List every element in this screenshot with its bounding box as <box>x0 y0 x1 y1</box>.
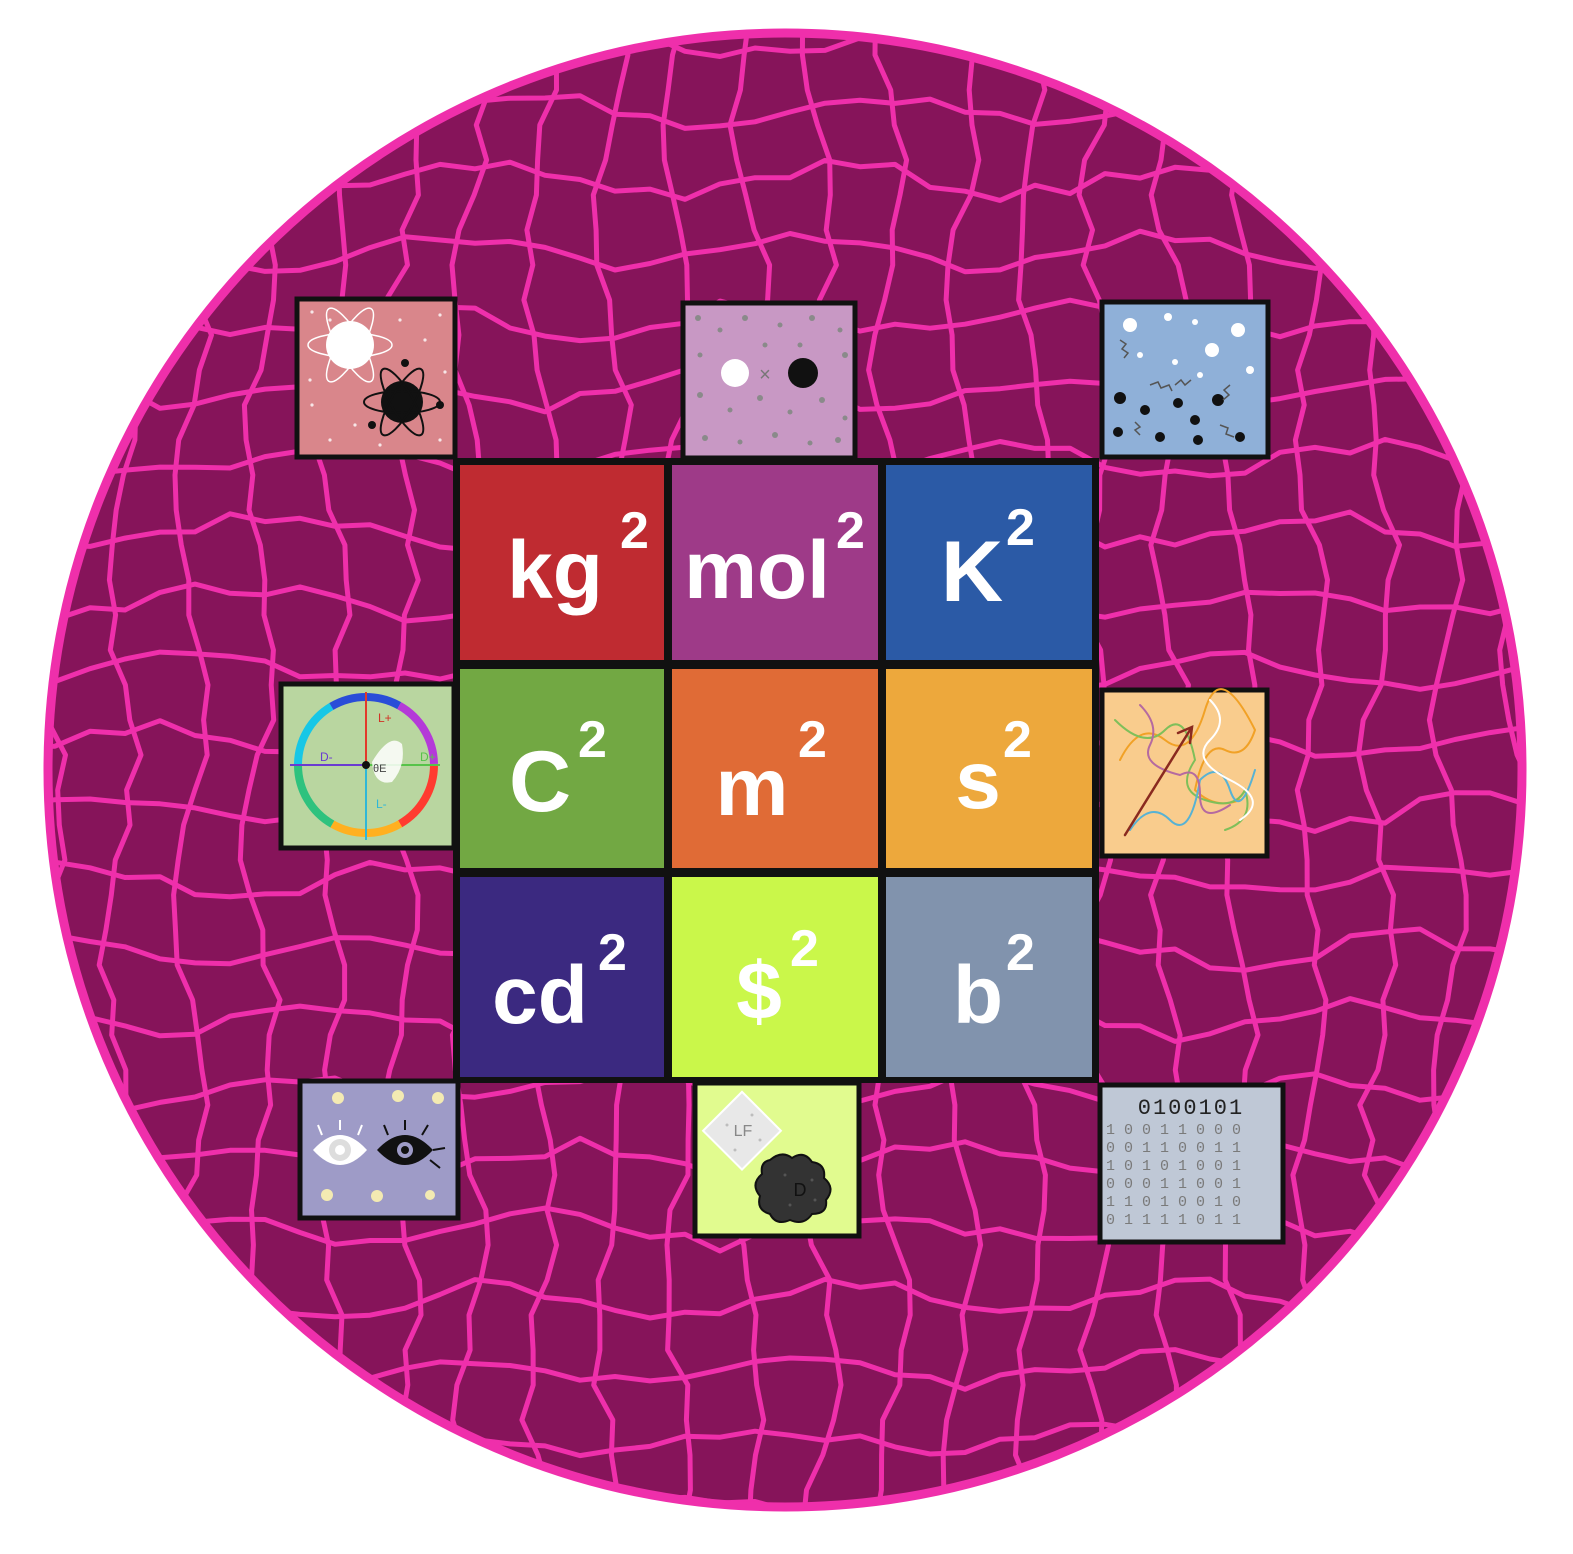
tile-kg-squared: kg 2 <box>456 461 668 664</box>
svg-text:×: × <box>759 364 771 386</box>
binary-texture-row: 0 0 0 1 1 0 0 1 <box>1106 1176 1241 1193</box>
svg-text:b: b <box>953 950 1003 1041</box>
svg-text:m: m <box>716 742 789 833</box>
tile-cd-squared: cd 2 <box>456 873 668 1081</box>
atoms-thumbnail <box>294 296 458 460</box>
color-wheel-label-lminus: L- <box>376 797 387 811</box>
atom-pair-icon <box>307 307 447 447</box>
svg-text:$: $ <box>736 946 782 1037</box>
color-wheel-label-lplus: L+ <box>378 711 392 725</box>
color-wheel-label-dplus: D+ <box>420 750 436 764</box>
light-blob-label: LF <box>734 1123 753 1140</box>
tile-base: s <box>955 735 1001 826</box>
gas-particles-icon <box>1113 313 1254 445</box>
tile-exponent: 2 <box>790 920 819 978</box>
color-wheel-icon: L+ L- D- D+ θE <box>290 692 440 840</box>
binary-thumbnail: 0100101 1 0 0 1 1 0 0 00 0 1 1 0 0 1 11 … <box>1097 1082 1286 1245</box>
tile-exponent: 2 <box>598 924 627 982</box>
tile-mol-squared: mol 2 <box>668 461 882 664</box>
molecules-thumbnail: × <box>680 300 858 461</box>
color-wheel-thumbnail: L+ L- D- D+ θE <box>278 681 457 851</box>
svg-text:mol: mol <box>684 525 830 616</box>
svg-text:2: 2 <box>1006 924 1035 982</box>
svg-text:K: K <box>941 524 1003 620</box>
tile-b-squared: b 2 <box>882 873 1096 1081</box>
tile-base: kg <box>507 525 603 616</box>
svg-text:s: s <box>955 735 1001 826</box>
tile-base: mol <box>684 525 830 616</box>
color-wheel-label-theta: θE <box>373 763 386 775</box>
svg-text:C: C <box>509 734 571 830</box>
svg-text:2: 2 <box>798 711 827 769</box>
eyes-icon <box>313 1090 446 1202</box>
tile-base: m <box>716 742 789 833</box>
svg-text:2: 2 <box>790 920 819 978</box>
gas-thumbnail <box>1099 299 1271 460</box>
tile-K-squared: K 2 <box>882 461 1096 664</box>
units-grid: kg 2 mol 2 K 2 <box>453 458 1099 1083</box>
tile-base: $ <box>736 946 782 1037</box>
tile-dollar-squared: $ 2 <box>668 873 882 1081</box>
binary-header-label: 0100101 <box>1138 1096 1244 1121</box>
tile-exponent: 2 <box>1006 924 1035 982</box>
binary-texture-row: 1 0 1 0 1 0 0 1 <box>1106 1158 1241 1175</box>
binary-texture-row: 0 0 1 1 0 0 1 1 <box>1106 1140 1241 1157</box>
svg-text:kg: kg <box>507 525 603 616</box>
tile-exponent: 2 <box>836 502 865 560</box>
light-dark-blob-icon: LF D <box>701 1090 832 1223</box>
svg-text:2: 2 <box>598 924 627 982</box>
lf-d-thumbnail: LF D <box>692 1080 862 1239</box>
tile-base: cd <box>492 950 588 1041</box>
svg-text:2: 2 <box>1003 711 1032 769</box>
disc-texture-line <box>48 33 1522 62</box>
binary-texture-row: 0 1 1 1 1 0 1 1 <box>1106 1212 1241 1229</box>
binary-texture-row: 1 0 0 1 1 0 0 0 <box>1106 1122 1241 1139</box>
svg-text:2: 2 <box>836 502 865 560</box>
binary-digits-icon: 0100101 1 0 0 1 1 0 0 00 0 1 1 0 0 1 11 … <box>1106 1096 1244 1229</box>
tile-exponent: 2 <box>1003 711 1032 769</box>
color-wheel-label-dminus: D- <box>320 750 333 764</box>
dark-blob-label: D <box>794 1180 807 1200</box>
tile-s-squared: s 2 <box>882 665 1096 872</box>
tile-base: K <box>941 524 1003 620</box>
svg-text:cd: cd <box>492 950 588 1041</box>
tile-m-squared: m 2 <box>668 665 882 872</box>
random-paths-icon <box>1114 688 1257 837</box>
eyes-thumbnail <box>297 1078 461 1221</box>
tile-exponent: 2 <box>620 502 649 560</box>
tile-base: C <box>509 734 571 830</box>
svg-text:2: 2 <box>578 711 607 769</box>
tile-exponent: 2 <box>798 711 827 769</box>
tile-exponent: 2 <box>1006 499 1035 557</box>
tile-C-squared: C 2 <box>456 665 668 872</box>
binary-texture-row: 1 1 0 1 0 0 1 0 <box>1106 1194 1241 1211</box>
svg-text:2: 2 <box>620 502 649 560</box>
paths-thumbnail <box>1099 687 1270 859</box>
tile-exponent: 2 <box>578 711 607 769</box>
particle-pair-icon: × <box>695 315 848 446</box>
svg-text:2: 2 <box>1006 499 1035 557</box>
tile-base: b <box>953 950 1003 1041</box>
